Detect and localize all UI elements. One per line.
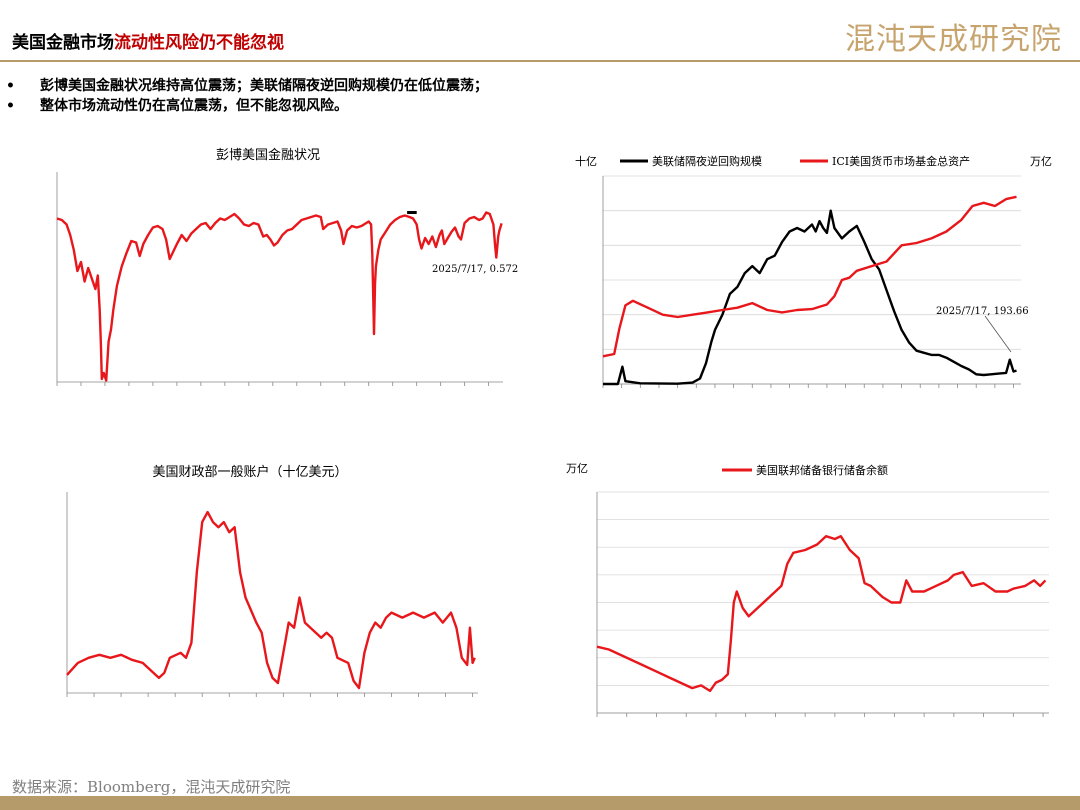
annotation-leader-line bbox=[984, 315, 1012, 353]
chart-series-group bbox=[66, 510, 476, 690]
bullet-item: • 彭博美国金融状况维持高位震荡；美联储隔夜逆回购规模仍在低位震荡； bbox=[6, 76, 488, 96]
left-unit-label: 万亿 bbox=[566, 462, 588, 475]
chart-axes bbox=[602, 175, 1021, 388]
chart-bfci: 彭博美国金融状况 2025/7/17, 0.572 bbox=[56, 147, 518, 386]
page-title: 美国金融市场流动性风险仍不能忽视 bbox=[12, 28, 284, 53]
chart-series-group bbox=[596, 535, 1047, 693]
chart-rrp-mmf: 十亿 万亿 美联储隔夜逆回购规模 ICI美国货币市场基金总资产 2025/7/1… bbox=[575, 154, 1052, 388]
left-unit-label: 十亿 bbox=[575, 154, 597, 168]
series-line-0 bbox=[596, 535, 1047, 693]
series-line-0 bbox=[66, 510, 476, 690]
bullet-dot-icon: • bbox=[6, 78, 15, 94]
chart-title: 美国财政部一般账户（十亿美元） bbox=[152, 464, 347, 480]
chart-axes bbox=[596, 491, 1049, 717]
chart-series-group bbox=[56, 211, 503, 382]
bullet-dot-icon: • bbox=[6, 98, 15, 114]
chart-annotation: 2025/7/17, 0.572 bbox=[432, 264, 518, 275]
chart-annotation: 2025/7/17, 193.66 bbox=[936, 306, 1029, 317]
footer-source: 数据来源：Bloomberg，混沌天成研究院 bbox=[12, 778, 291, 796]
header: 美国金融市场流动性风险仍不能忽视 混沌天成研究院 bbox=[0, 0, 1080, 60]
series-line-1 bbox=[602, 195, 1017, 358]
series-line-0 bbox=[603, 209, 1017, 386]
series-line-0 bbox=[56, 211, 503, 382]
chart-series-group bbox=[602, 195, 1017, 386]
page-title-highlight: 流动性风险仍不能忽视 bbox=[114, 33, 284, 53]
header-divider bbox=[0, 60, 1080, 62]
logo-text: 混沌天成研究院 bbox=[845, 22, 1062, 57]
legend-label-rrp: 美联储隔夜逆回购规模 bbox=[652, 154, 762, 168]
legend-label-reserves: 美国联邦储备银行储备余额 bbox=[756, 463, 888, 477]
right-unit-label: 万亿 bbox=[1030, 155, 1052, 168]
company-logo: 混沌天成研究院 bbox=[845, 14, 1065, 57]
legend-label-mmf: ICI美国货币市场基金总资产 bbox=[832, 154, 970, 168]
footer-bar bbox=[0, 796, 1080, 810]
chart-title: 彭博美国金融状况 bbox=[216, 147, 320, 163]
chart-tga: 美国财政部一般账户（十亿美元） bbox=[66, 464, 478, 697]
page-title-main: 美国金融市场 bbox=[12, 33, 114, 53]
bullet-text: 整体市场流动性仍在高位震荡，但不能忽视风险。 bbox=[40, 98, 348, 114]
bullet-text: 彭博美国金融状况维持高位震荡；美联储隔夜逆回购规模仍在低位震荡； bbox=[40, 78, 488, 94]
chart-axes bbox=[56, 172, 503, 386]
chart-reserves: 万亿 美国联邦储备银行储备余额 bbox=[566, 462, 1049, 717]
chart-axes bbox=[66, 492, 478, 697]
bullet-list: • 彭博美国金融状况维持高位震荡；美联储隔夜逆回购规模仍在低位震荡； • 整体市场流… bbox=[6, 76, 488, 116]
bullet-item: • 整体市场流动性仍在高位震荡，但不能忽视风险。 bbox=[6, 96, 488, 116]
